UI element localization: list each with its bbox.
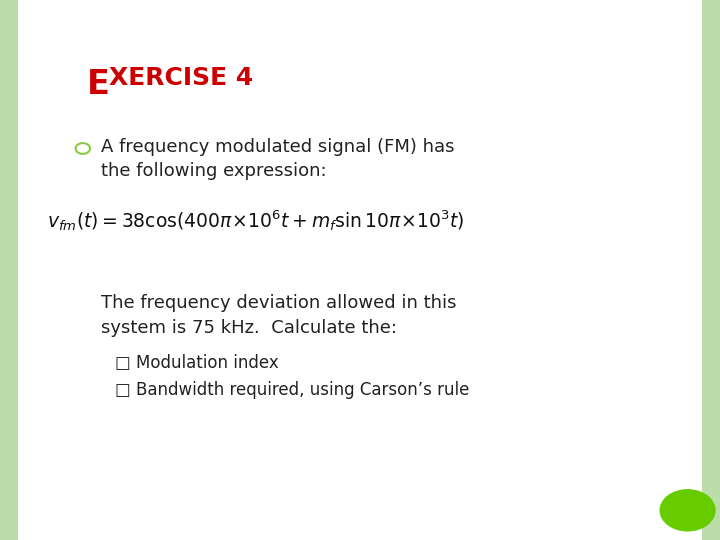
FancyBboxPatch shape <box>0 0 18 540</box>
Text: $v_{fm}(t) = 38\cos(400\pi\!\times\!10^{6}t + m_{f}\sin 10\pi\!\times\!10^{3}t)$: $v_{fm}(t) = 38\cos(400\pi\!\times\!10^{… <box>47 208 464 233</box>
Text: □ Bandwidth required, using Carson’s rule: □ Bandwidth required, using Carson’s rul… <box>115 381 469 399</box>
Text: E: E <box>86 68 109 100</box>
FancyBboxPatch shape <box>702 0 720 540</box>
Text: A frequency modulated signal (FM) has: A frequency modulated signal (FM) has <box>101 138 454 156</box>
Text: The frequency deviation allowed in this: The frequency deviation allowed in this <box>101 294 456 312</box>
Text: □ Modulation index: □ Modulation index <box>115 354 279 372</box>
Text: the following expression:: the following expression: <box>101 162 326 180</box>
Circle shape <box>660 490 715 531</box>
Text: XERCISE 4: XERCISE 4 <box>109 66 253 90</box>
Text: system is 75 kHz.  Calculate the:: system is 75 kHz. Calculate the: <box>101 319 397 336</box>
